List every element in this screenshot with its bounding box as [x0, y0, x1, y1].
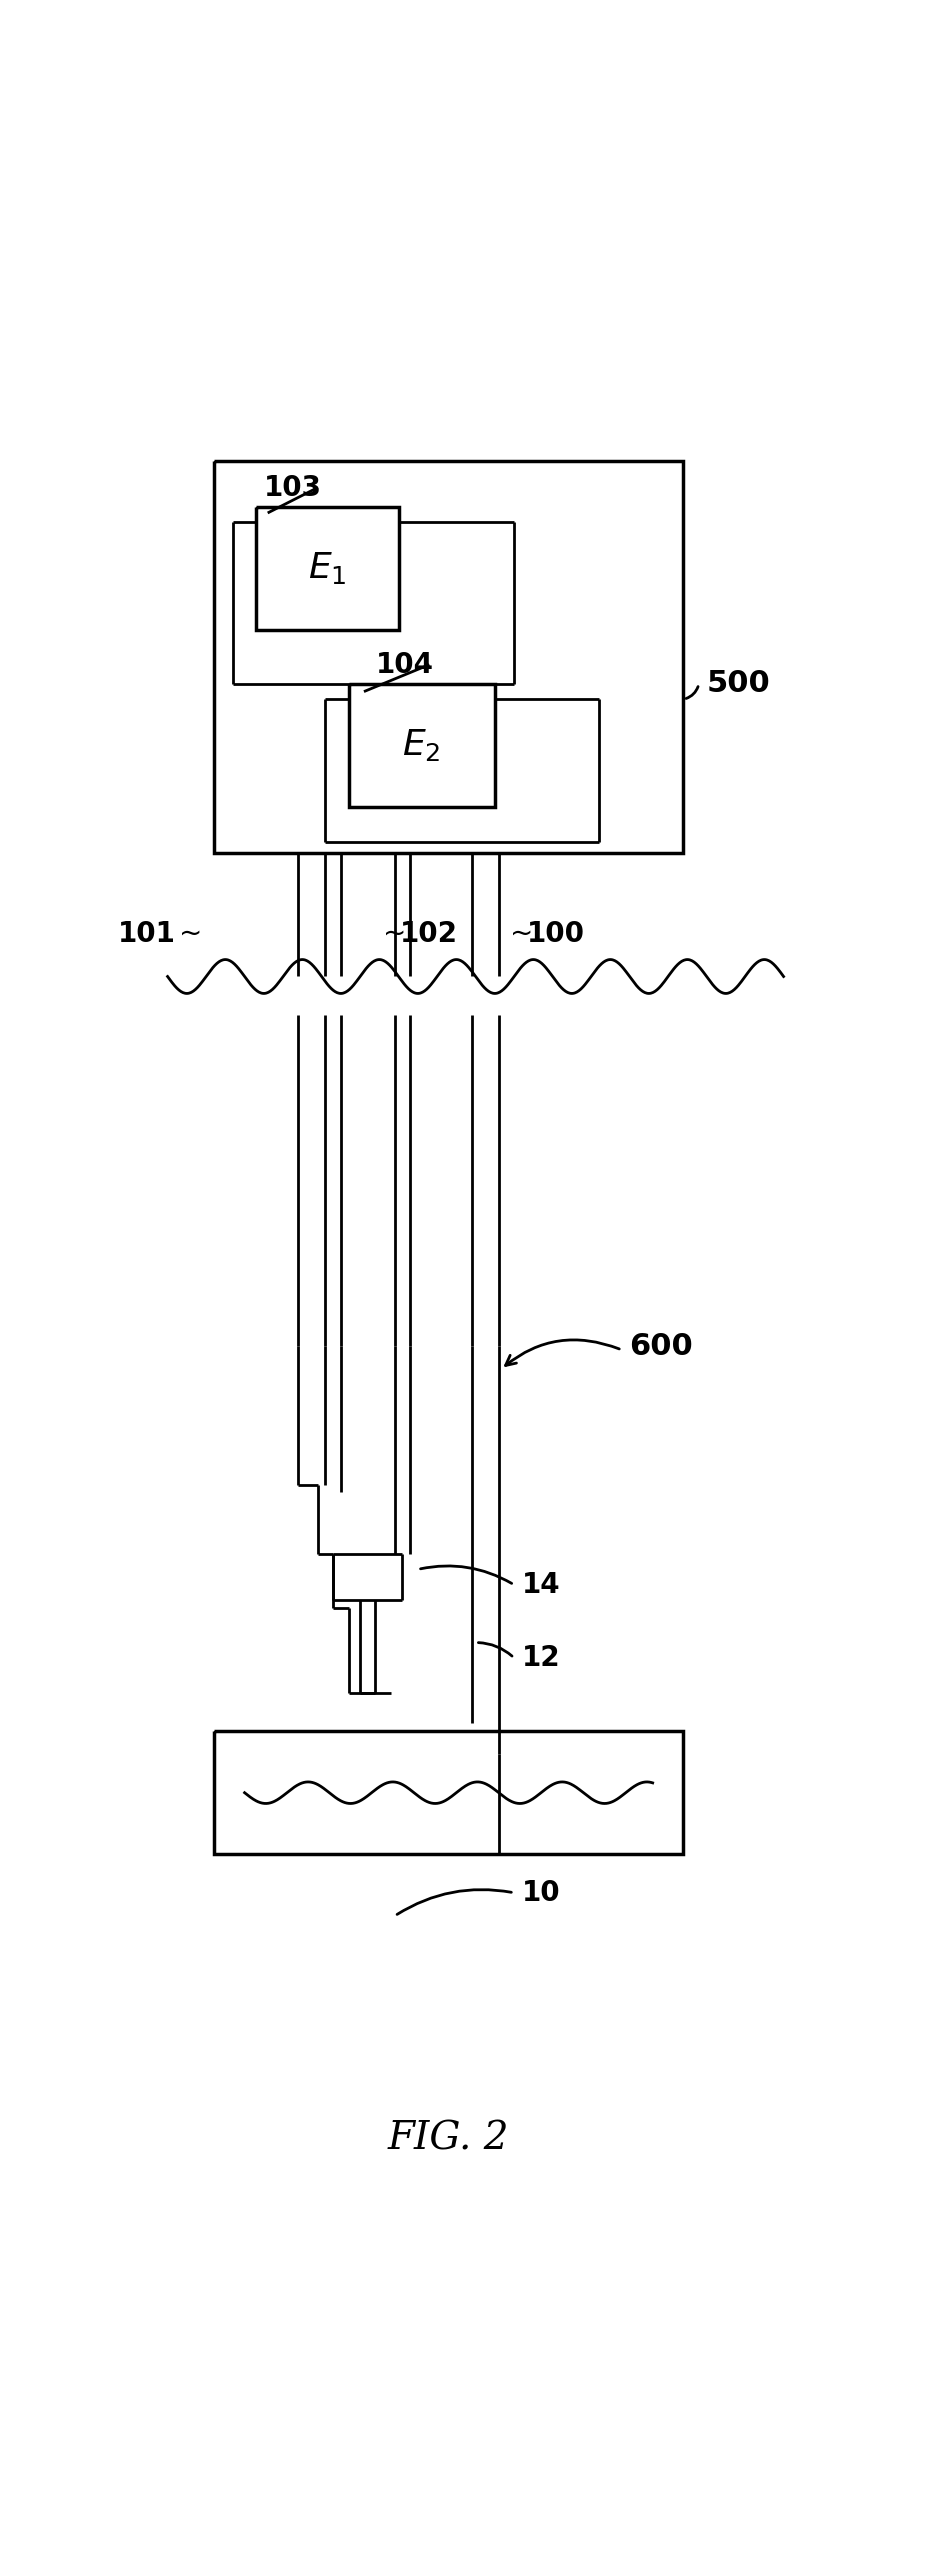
Text: $E_2$: $E_2$ — [403, 728, 441, 764]
Text: 14: 14 — [522, 1571, 561, 1599]
Text: 101: 101 — [117, 920, 175, 948]
Text: 100: 100 — [527, 920, 585, 948]
Text: ~: ~ — [383, 920, 407, 948]
Text: 103: 103 — [264, 473, 322, 501]
Text: 102: 102 — [400, 920, 458, 948]
Text: 10: 10 — [522, 1878, 561, 1906]
Text: ~: ~ — [510, 920, 534, 948]
Text: ~: ~ — [179, 920, 203, 948]
Text: $E_1$: $E_1$ — [308, 549, 347, 588]
Text: 500: 500 — [706, 669, 770, 698]
Text: FIG. 2: FIG. 2 — [387, 2121, 509, 2159]
Text: 600: 600 — [629, 1331, 693, 1362]
Text: 104: 104 — [375, 652, 433, 680]
Text: 12: 12 — [522, 1643, 561, 1671]
